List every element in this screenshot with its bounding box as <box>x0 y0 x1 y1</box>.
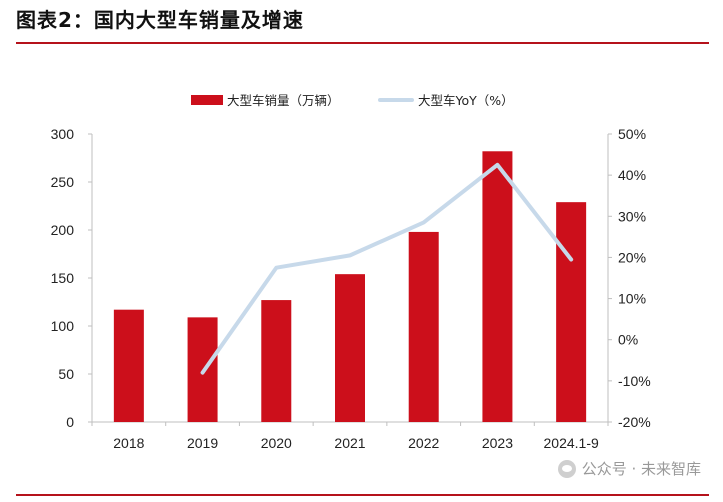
left-tick-label: 50 <box>58 366 74 382</box>
yoy-point <box>423 221 425 223</box>
right-tick-label: 40% <box>618 167 646 183</box>
watermark: 公众号 · 未来智库 <box>557 458 701 479</box>
yoy-point <box>202 372 204 374</box>
x-tick-label: 2023 <box>482 435 513 451</box>
wechat-icon <box>557 459 576 478</box>
yoy-point <box>349 254 351 256</box>
left-tick-label: 100 <box>51 318 75 334</box>
legend-label-yoy: 大型车YoY（%） <box>418 93 514 108</box>
right-tick-label: 0% <box>618 332 638 348</box>
right-tick-label: 20% <box>618 249 646 265</box>
sales-bar <box>261 300 292 422</box>
x-tick-label: 2020 <box>261 435 292 451</box>
left-tick-label: 0 <box>66 414 74 430</box>
left-tick-label: 250 <box>51 174 75 190</box>
left-tick-label: 150 <box>51 270 75 286</box>
right-tick-label: 50% <box>618 126 646 142</box>
left-tick-label: 300 <box>51 126 75 142</box>
left-tick-label: 200 <box>51 222 75 238</box>
figure-title: 图表2：国内大型车销量及增速 <box>16 8 304 32</box>
bottom-rule <box>16 494 709 496</box>
x-tick-label: 2022 <box>408 435 439 451</box>
x-tick-label: 2021 <box>334 435 365 451</box>
sales-bar <box>482 151 513 422</box>
sales-bar <box>408 231 439 422</box>
sales-bar <box>556 202 587 422</box>
watermark-text: 公众号 · 未来智库 <box>581 460 701 478</box>
right-tick-label: -10% <box>618 373 651 389</box>
yoy-point <box>570 258 572 260</box>
right-tick-label: 30% <box>618 208 646 224</box>
x-tick-label: 2019 <box>187 435 218 451</box>
legend-swatch-sales <box>191 95 223 105</box>
yoy-point <box>496 164 498 166</box>
x-tick-label: 2018 <box>113 435 144 451</box>
right-tick-label: 10% <box>618 291 646 307</box>
right-tick-label: -20% <box>618 414 651 430</box>
x-tick-label: 2024.1-9 <box>544 435 599 451</box>
legend-label-sales: 大型车销量（万辆） <box>227 93 340 108</box>
sales-bar <box>335 274 365 422</box>
yoy-point <box>275 267 277 269</box>
yoy-line <box>200 162 574 375</box>
title-underline <box>16 42 709 44</box>
sales-bar <box>113 309 144 422</box>
